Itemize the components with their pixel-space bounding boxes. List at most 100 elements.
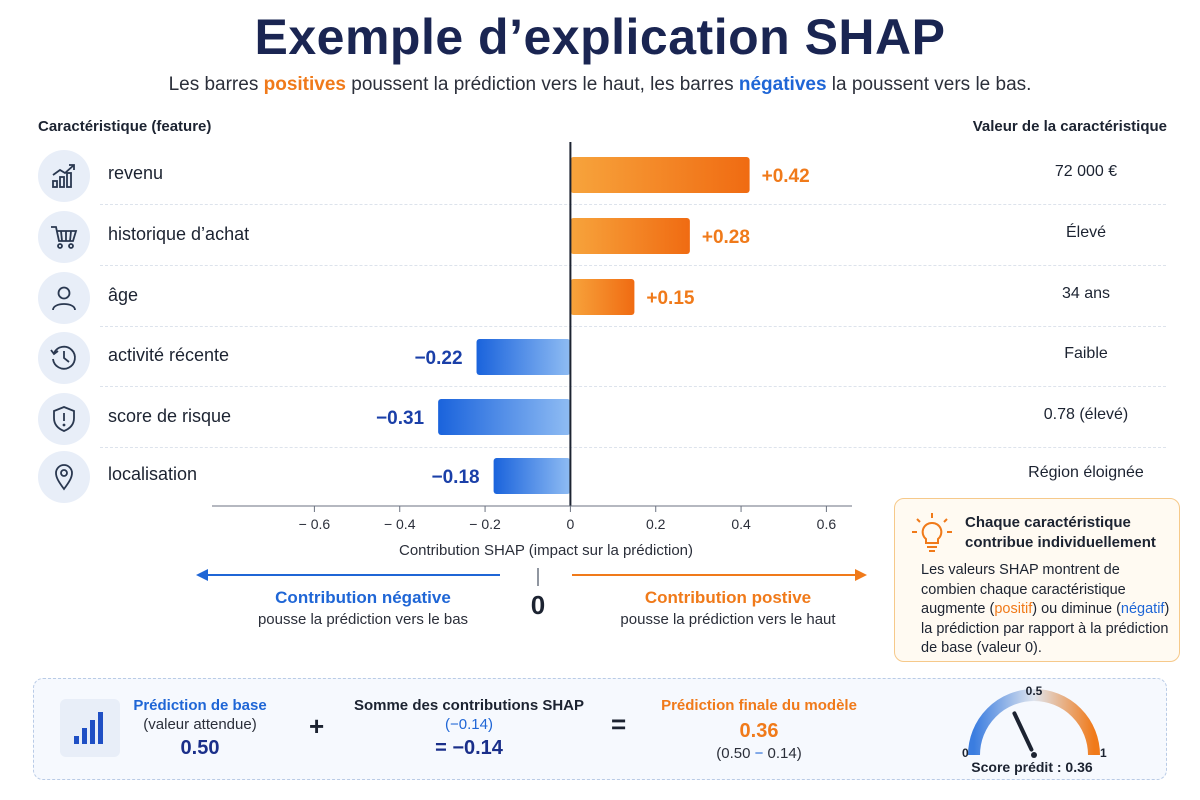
shield-alert-icon xyxy=(38,393,90,445)
score-gauge: 0 0.5 1 xyxy=(962,684,1107,760)
positive-contribution-label: Contribution postive pousse la prédictio… xyxy=(586,588,870,628)
direction-arrows xyxy=(196,568,867,586)
row-divider xyxy=(100,325,1166,327)
row-divider xyxy=(100,385,1166,387)
gauge-min-label: 0 xyxy=(962,746,969,760)
info-body: Les valeurs SHAP montrent de combien cha… xyxy=(921,561,1171,659)
gauge-needle xyxy=(1012,711,1034,752)
feature-row-historique: historique d’achat Élevé xyxy=(36,206,1166,266)
feature-column-header: Caractéristique (feature) xyxy=(38,118,212,135)
page-subtitle: Les barres positives poussent la prédict… xyxy=(0,74,1200,96)
info-title: Chaque caractéristique contribue individ… xyxy=(965,514,1156,551)
final-prediction-title: Prédiction finale du modèle xyxy=(661,697,857,714)
subtitle-text: Les barres xyxy=(168,74,264,95)
feature-value: Élevé xyxy=(1065,224,1107,241)
feature-value: Région éloignée xyxy=(1028,464,1144,481)
shap-sum-subtitle: (−0.14) xyxy=(445,716,493,733)
positive-arrow-head xyxy=(855,569,867,581)
shap-bar-positive xyxy=(570,157,750,193)
negative-subtitle: pousse la prédiction vers le bas xyxy=(257,611,469,628)
income-chart-icon xyxy=(38,150,90,202)
bar-value-label: +0.15 xyxy=(646,288,695,309)
feature-name: revenu xyxy=(108,163,164,183)
shap-bar-negative xyxy=(493,458,571,494)
shap-sum-title: Somme des contributions SHAP xyxy=(353,697,585,714)
prediction-summary: Prédiction de base (valeur attendue) 0.5… xyxy=(33,678,1167,780)
feature-name: activité récente xyxy=(108,345,230,365)
x-tick-label: 0.6 xyxy=(817,516,837,532)
shap-bar-chart: +0.42 +0.28 +0.15 −0.22 −0.31 −0.18 − 0.6 − 0.… xyxy=(212,142,852,559)
gauge-mid-label: 0.5 xyxy=(1026,684,1043,698)
x-axis-label: Contribution SHAP (impact sur la prédict… xyxy=(399,542,693,559)
bar-value-label: +0.28 xyxy=(702,227,750,248)
formula-minus: − xyxy=(754,745,764,762)
feature-name: historique d’achat xyxy=(108,224,250,244)
subtitle-positive: positives xyxy=(263,74,346,95)
info-callout: Chaque caractéristique contribue individ… xyxy=(894,498,1180,662)
final-prediction: Prédiction finale du modèle 0.36 (0.50 −… xyxy=(639,697,879,762)
base-prediction-title: Prédiction de base xyxy=(133,697,267,714)
formula-text: (0.50 xyxy=(716,745,755,762)
x-tick-label: − 0.4 xyxy=(384,516,416,532)
x-tick-label: − 0.6 xyxy=(299,516,331,532)
info-positive: positif xyxy=(994,601,1033,617)
bar-chart-icon xyxy=(60,699,120,757)
gauge-arc xyxy=(968,689,1100,756)
info-text: Les valeurs SHAP montrent de combien cha… xyxy=(921,562,1126,617)
info-negative: négatif xyxy=(1120,601,1165,617)
shap-bar-negative xyxy=(438,399,571,435)
person-icon xyxy=(38,272,90,324)
negative-arrow-head xyxy=(196,569,208,581)
feature-row-localisation: localisation Région éloignée xyxy=(36,446,1166,506)
feature-value: 0.78 (élevé) xyxy=(1043,406,1129,423)
base-prediction-value: 0.50 xyxy=(180,737,220,759)
location-pin-icon xyxy=(38,451,90,503)
subtitle-text: poussent la prédiction vers le haut, les… xyxy=(345,74,739,95)
x-tick-label: 0.2 xyxy=(646,516,666,532)
lightbulb-icon xyxy=(912,513,952,552)
base-prediction: Prédiction de base (valeur attendue) 0.5… xyxy=(130,697,270,760)
x-tick-label: 0 xyxy=(567,516,575,532)
shap-sum-value: = −0.14 xyxy=(435,737,503,759)
bar-value-label: −0.31 xyxy=(376,408,425,429)
page-title: Exemple d’explication SHAP xyxy=(254,9,946,65)
feature-row-activite: activité récente Faible xyxy=(36,327,1166,387)
base-prediction-subtitle: (valeur attendue) xyxy=(143,716,257,733)
feature-name: localisation xyxy=(108,464,198,484)
gauge-hub xyxy=(1031,752,1037,758)
info-text: ) la prédiction par rapport à la prédict… xyxy=(921,601,1170,656)
feature-name: âge xyxy=(108,285,139,305)
subtitle-text: la poussent vers le bas. xyxy=(826,74,1032,95)
row-divider xyxy=(100,203,1166,205)
feature-row-revenu: revenu 72 000 € xyxy=(36,145,1166,205)
x-tick-label: 0.4 xyxy=(731,516,751,532)
info-text: ) ou diminue ( xyxy=(1032,601,1121,617)
positive-title: Contribution postive xyxy=(644,588,812,607)
bar-value-label: −0.22 xyxy=(414,348,462,369)
negative-title: Contribution négative xyxy=(275,588,451,607)
bar-value-label: −0.18 xyxy=(432,467,480,488)
shopping-cart-icon xyxy=(38,211,90,263)
zero-value: 0 xyxy=(530,590,546,620)
row-divider xyxy=(100,446,1166,448)
bar-value-label: +0.42 xyxy=(762,166,810,187)
shap-bar-negative xyxy=(476,339,571,375)
value-column-header: Valeur de la caractéristique xyxy=(972,118,1167,135)
x-tick-label: − 0.2 xyxy=(469,516,501,532)
positive-subtitle: pousse la prédiction vers le haut xyxy=(620,611,836,628)
negative-contribution-label: Contribution négative pousse la prédicti… xyxy=(220,588,506,628)
shap-bar-positive xyxy=(570,279,635,315)
feature-value: 34 ans xyxy=(1061,285,1111,302)
feature-value: Faible xyxy=(1064,345,1108,362)
clock-icon xyxy=(38,332,90,384)
equals-sign: = xyxy=(611,709,627,739)
shap-bar-positive xyxy=(570,218,690,254)
feature-row-age: âge 34 ans xyxy=(36,267,1166,327)
final-prediction-formula: (0.50 − 0.14) xyxy=(639,745,879,762)
feature-row-risque: score de risque 0.78 (élevé) xyxy=(36,388,1166,448)
subtitle-negative: négatives xyxy=(738,74,827,95)
feature-value: 72 000 € xyxy=(1054,163,1118,180)
shap-sum: Somme des contributions SHAP (−0.14) = −… xyxy=(344,697,594,760)
final-prediction-value: 0.36 xyxy=(739,720,779,742)
formula-text: 0.14) xyxy=(763,745,802,762)
